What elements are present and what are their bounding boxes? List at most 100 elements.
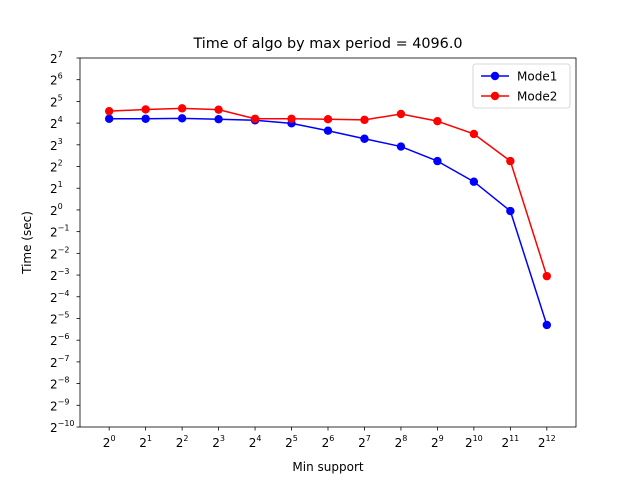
x-tick-label-exponent: 1 [147, 434, 152, 443]
y-tick-label: 27 [50, 50, 63, 66]
y-tick-label-exponent: −5 [58, 310, 70, 319]
x-tick-label-exponent: 5 [293, 434, 298, 443]
data-point-mode1 [542, 320, 552, 330]
data-point-mode1 [396, 142, 406, 151]
series-layer [104, 104, 552, 330]
y-axis-label: Time (sec) [20, 211, 34, 275]
plot-area [79, 57, 577, 428]
x-tick-label-base: 2 [139, 436, 147, 450]
data-point-mode2 [396, 109, 406, 119]
y-tick-label: 20 [50, 202, 63, 218]
x-tick-label-base: 2 [395, 436, 403, 450]
y-tick-label: 2−1 [50, 224, 69, 240]
x-tick-label: 20 [103, 434, 116, 450]
data-point-mode2 [287, 114, 296, 123]
y-tick-label-base: 2 [50, 269, 58, 283]
x-tick-label-base: 2 [285, 436, 293, 450]
data-point-mode2 [214, 105, 223, 114]
x-tick-label-base: 2 [501, 436, 509, 450]
y-tick-label-exponent: −1 [58, 224, 70, 233]
y-tick-label-base: 2 [50, 399, 58, 413]
x-tick-label-base: 2 [465, 436, 473, 450]
x-tick-label-base: 2 [538, 436, 546, 450]
y-tick-label-exponent: 7 [58, 50, 63, 59]
y-tick-label-base: 2 [50, 182, 58, 196]
y-tick-label: 2−9 [50, 397, 69, 413]
x-tick-label-exponent: 7 [366, 434, 371, 443]
y-tick-label: 24 [50, 115, 63, 131]
x-tick-label-exponent: 10 [473, 434, 483, 443]
x-tick-label-exponent: 3 [220, 434, 225, 443]
data-point-mode2 [506, 156, 515, 166]
data-point-mode1 [469, 177, 479, 186]
y-tick-label-base: 2 [50, 117, 58, 131]
data-point-mode1 [141, 114, 150, 123]
y-tick-label-exponent: −2 [58, 245, 70, 254]
y-tick-label: 2−7 [50, 354, 69, 370]
x-tick-label-exponent: 12 [546, 434, 556, 443]
y-tick-label-base: 2 [50, 226, 58, 240]
y-tick-label: 23 [50, 137, 63, 153]
y-tick-label-exponent: 2 [58, 159, 63, 168]
y-tick-label-base: 2 [50, 161, 58, 175]
x-tick-label: 210 [465, 434, 483, 450]
x-tick-label-base: 2 [212, 436, 220, 450]
data-point-mode2 [469, 129, 479, 139]
y-tick-label: 2−2 [50, 245, 69, 261]
y-tick-label-base: 2 [50, 52, 58, 66]
y-tick-label-exponent: −7 [58, 354, 70, 363]
x-tick-label: 212 [538, 434, 556, 450]
legend-marker-mode2 [490, 91, 500, 101]
data-point-mode1 [506, 206, 515, 216]
x-tick-label-base: 2 [103, 436, 111, 450]
x-tick-label-exponent: 8 [402, 434, 407, 443]
data-point-mode2 [141, 105, 150, 114]
y-tick-label-base: 2 [50, 247, 58, 261]
x-axis-ticks: 20 21 22 23 24 25 26 27 28 29 210 211 212 [103, 427, 556, 450]
y-tick-label: 25 [50, 93, 63, 109]
x-tick-label: 27 [358, 434, 371, 450]
legend-marker-mode1 [490, 71, 500, 81]
data-point-mode1 [323, 126, 333, 135]
x-tick-label-exponent: 0 [110, 434, 115, 443]
data-point-mode1 [433, 156, 442, 166]
y-tick-label-exponent: 1 [58, 180, 63, 189]
x-tick-label-exponent: 6 [329, 434, 334, 443]
x-tick-label: 28 [395, 434, 408, 450]
y-tick-label-exponent: −9 [58, 397, 70, 406]
y-tick-label-base: 2 [50, 312, 58, 326]
data-point-mode1 [104, 114, 114, 123]
data-point-mode2 [250, 114, 260, 123]
x-tick-label: 21 [139, 434, 152, 450]
y-tick-label: 2−5 [50, 310, 69, 326]
y-tick-label-exponent: 3 [58, 137, 63, 146]
data-point-mode2 [433, 116, 442, 126]
x-tick-label: 29 [431, 434, 444, 450]
chart-title: Time of algo by max period = 4096.0 [192, 36, 462, 52]
x-tick-label: 26 [322, 434, 335, 450]
y-tick-label: 26 [50, 72, 63, 88]
y-tick-label: 2−10 [50, 419, 75, 435]
x-axis-label: Min support [292, 460, 363, 474]
x-tick-label-base: 2 [431, 436, 439, 450]
y-tick-label-base: 2 [50, 204, 58, 218]
data-point-mode2 [104, 106, 114, 116]
legend-label-mode2: Mode2 [517, 90, 557, 104]
data-point-mode2 [542, 271, 552, 281]
y-tick-label-base: 2 [50, 139, 58, 153]
y-tick-label-base: 2 [50, 421, 58, 435]
x-tick-label-base: 2 [176, 436, 184, 450]
y-tick-label: 2−8 [50, 376, 69, 392]
y-tick-label-base: 2 [50, 334, 58, 348]
y-tick-label-base: 2 [50, 74, 58, 88]
y-tick-label-base: 2 [50, 378, 58, 392]
x-tick-label: 23 [212, 434, 225, 450]
data-point-mode2 [177, 104, 187, 113]
y-tick-label-exponent: −4 [58, 289, 70, 298]
y-tick-label-exponent: 4 [58, 115, 63, 124]
y-tick-label: 21 [50, 180, 63, 196]
x-tick-label-base: 2 [249, 436, 257, 450]
data-point-mode1 [214, 115, 223, 124]
y-tick-label: 2−3 [50, 267, 69, 283]
